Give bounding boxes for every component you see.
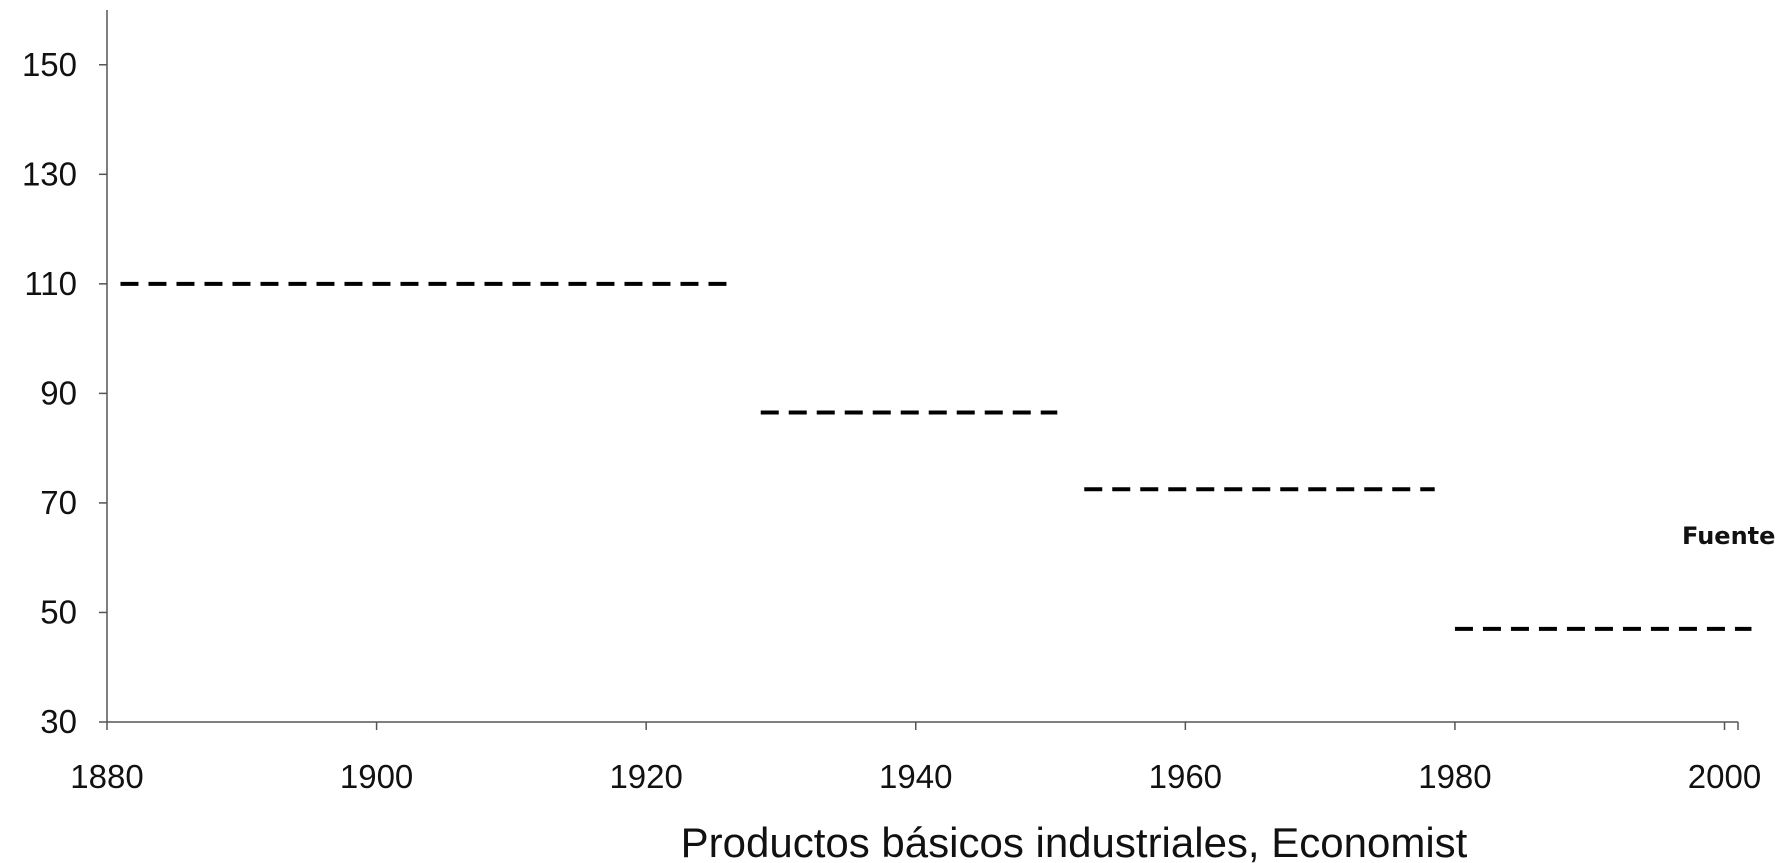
x-tick-label: 2000 bbox=[1688, 758, 1761, 795]
x-tick-label: 1940 bbox=[879, 758, 952, 795]
x-tick-label: 1880 bbox=[70, 758, 143, 795]
y-ticks: 30 50 70 90 110 130 150 bbox=[22, 46, 107, 740]
x-tick-label: 1920 bbox=[609, 758, 682, 795]
y-tick-label: 90 bbox=[40, 374, 77, 411]
x-tick-label: 1900 bbox=[340, 758, 413, 795]
y-tick-label: 110 bbox=[24, 265, 77, 302]
series-layer bbox=[120, 281, 1752, 631]
y-tick-label: 70 bbox=[40, 484, 77, 521]
x-ticks: 1880 1900 1920 1940 1960 1980 2000 bbox=[70, 722, 1761, 795]
y-tick-label: 50 bbox=[40, 593, 77, 630]
y-tick-label: 150 bbox=[22, 46, 77, 83]
x-tick-label: 1980 bbox=[1418, 758, 1491, 795]
annotation-fuente: Fuente bbox=[1682, 522, 1775, 550]
x-axis-title: Productos básicos industriales, Economis… bbox=[681, 819, 1468, 863]
x-tick-label: 1960 bbox=[1149, 758, 1222, 795]
y-tick-label: 30 bbox=[40, 703, 77, 740]
y-tick-label: 130 bbox=[22, 155, 77, 192]
